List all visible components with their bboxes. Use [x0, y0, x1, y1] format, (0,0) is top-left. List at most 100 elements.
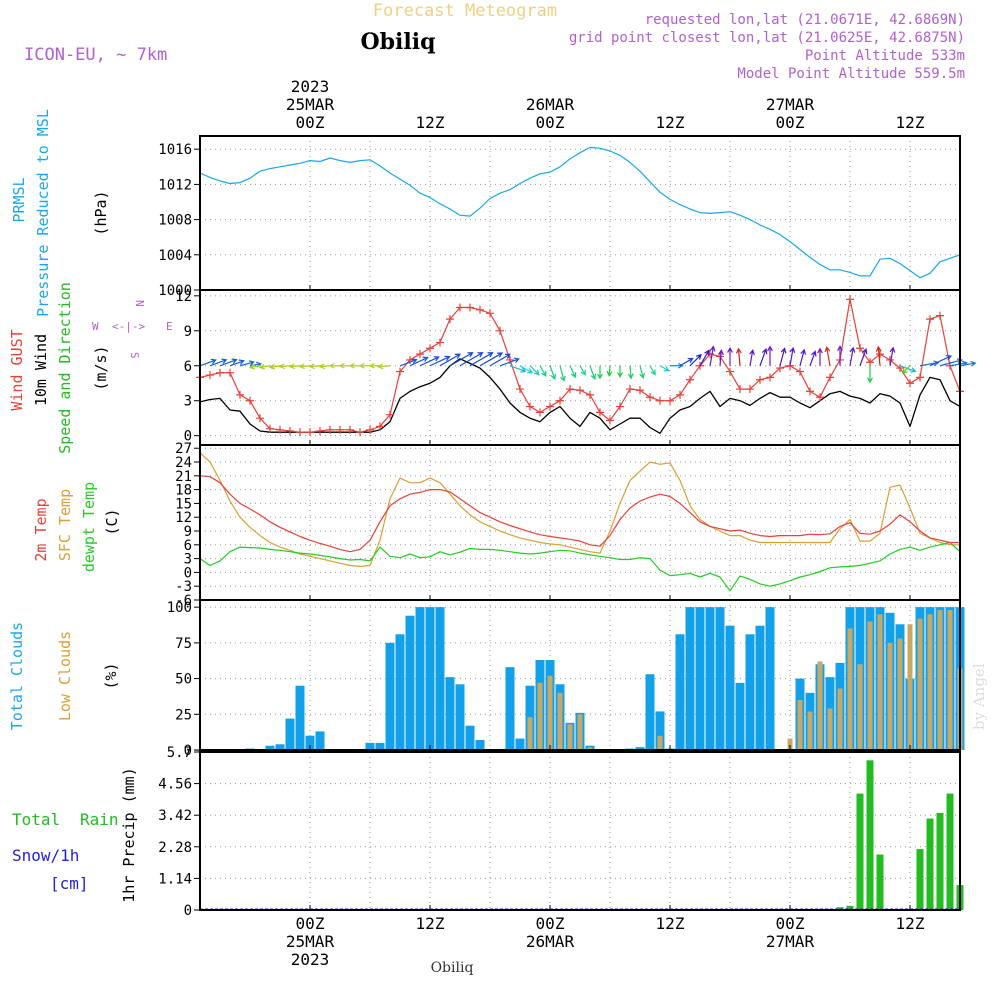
total-cloud-bar: [435, 607, 445, 750]
low-cloud-bar: [927, 614, 933, 750]
wind-direction-arrow: [809, 350, 817, 366]
time-label-bottom: 00Z: [776, 914, 805, 933]
low-clouds-label: Low Clouds: [56, 631, 74, 721]
wind-gust-point: [936, 311, 944, 320]
wind-gust-point: [666, 396, 674, 405]
total-cloud-bar: [465, 725, 475, 750]
product-title: Forecast Meteogram: [373, 1, 557, 21]
wind-gust-point: [426, 344, 434, 353]
total-cloud-bar: [515, 738, 525, 750]
wind-direction-arrow: [606, 365, 613, 377]
wind-gust-point: [736, 385, 744, 394]
wind-gust-point: [236, 390, 244, 399]
wind-gust-point: [536, 408, 544, 417]
rain-bar: [876, 854, 884, 910]
time-label-bottom: 2023: [291, 950, 330, 969]
y-tick-label: 25: [175, 707, 192, 723]
total-cloud-bar: [715, 607, 725, 750]
wind-gust-point: [626, 385, 634, 394]
wind-gust-point: [466, 303, 474, 312]
wind-gust-point: [526, 402, 534, 411]
temp-unit-label: (C): [103, 508, 121, 535]
low-cloud-bar: [537, 682, 543, 750]
precip-snow-unit: [cm]: [50, 874, 89, 893]
wind-direction-arrow: [308, 363, 321, 370]
wind-gust-point: [846, 295, 854, 304]
y-tick-label: -6: [175, 593, 192, 609]
wind-gust-point: [476, 305, 484, 314]
wind-direction-arrow: [409, 356, 429, 367]
wind-gust-point: [676, 390, 684, 399]
wind-direction-arrow: [889, 346, 896, 366]
low-cloud-bar: [527, 717, 533, 750]
wind-direction-arrow: [779, 347, 787, 366]
wind-gust-point: [876, 350, 884, 359]
wind-gust-point: [376, 422, 384, 431]
y-tick-label: 24: [175, 455, 192, 471]
wind-direction-arrow: [489, 353, 512, 367]
y-tick-label: 1008: [158, 213, 192, 229]
pressure-line: [199, 146, 961, 279]
compass-east: E: [166, 320, 173, 333]
panel-frame: [199, 599, 961, 751]
y-tick-label: 0: [184, 565, 192, 581]
total-cloud-bar: [305, 735, 315, 750]
wind-direction-arrow: [399, 358, 418, 367]
wind-gust-point: [296, 428, 304, 437]
wind-direction-arrow: [209, 358, 228, 367]
wind-direction-arrow: [298, 363, 311, 370]
wind-direction-arrow: [368, 362, 380, 369]
wind-direction-arrow: [749, 348, 755, 366]
wind-gust-point: [256, 414, 264, 423]
y-tick-label: 50: [175, 672, 192, 688]
total-clouds-label: Total Clouds: [8, 622, 26, 730]
time-label-bottom: 12Z: [656, 914, 685, 933]
time-label-bottom: 00Z: [296, 914, 325, 933]
sfc-temp-label: SFC Temp: [56, 489, 74, 561]
wind-gust-point: [726, 367, 734, 376]
wind-direction-arrow: [589, 365, 597, 381]
low-cloud-bar: [587, 747, 593, 750]
wind-direction-arrow: [959, 360, 977, 367]
time-label-top: 00Z: [296, 113, 325, 132]
wind-gust-point: [486, 309, 494, 318]
wind-direction-arrow: [867, 365, 873, 384]
total-cloud-bar: [275, 744, 285, 750]
wind-direction-arrow: [358, 362, 370, 369]
wind-direction-arrow: [849, 346, 856, 366]
dewpoint-label: dewpt Temp: [80, 482, 98, 572]
time-label-bottom: 25MAR: [286, 932, 335, 951]
wind-direction-arrow: [288, 363, 301, 370]
footer-location: Obiliq: [431, 960, 474, 976]
wind-direction-arrow: [759, 348, 768, 366]
y-tick-label: 27: [175, 441, 192, 457]
wind-direction-arrow: [479, 352, 504, 367]
y-tick-label: 18: [175, 483, 192, 499]
wind-gust-point: [696, 361, 704, 370]
wind-direction-arrow: [799, 348, 807, 366]
total-cloud-bar: [735, 682, 745, 750]
total-cloud-bar: [505, 667, 515, 750]
wind-speed-label: 10m Wind: [32, 334, 50, 406]
low-cloud-bar: [947, 610, 953, 750]
wind-direction-arrow: [689, 353, 702, 367]
time-label-top: 00Z: [776, 113, 805, 132]
compass-arrow: <-|->: [112, 320, 145, 333]
total-cloud-bar: [375, 742, 385, 750]
wind-direction-arrow: [328, 362, 340, 369]
wind-direction-arrow: [718, 349, 724, 366]
wind-gust-point: [446, 315, 454, 324]
wind-gust-point: [346, 425, 354, 434]
wind-direction-arrow: [539, 365, 547, 377]
low-cloud-bar: [867, 621, 873, 750]
wind-direction-arrow: [419, 356, 440, 367]
y-tick-label: 6: [184, 538, 192, 554]
wind-gust-point: [266, 424, 274, 433]
wind-direction-arrow: [459, 352, 484, 367]
wind-direction-arrow: [559, 365, 566, 382]
wind-direction-arrow: [817, 347, 823, 366]
y-tick-label: 12: [175, 289, 192, 305]
wind-direction-arrow: [824, 346, 831, 366]
wind-direction-arrow: [617, 365, 623, 379]
